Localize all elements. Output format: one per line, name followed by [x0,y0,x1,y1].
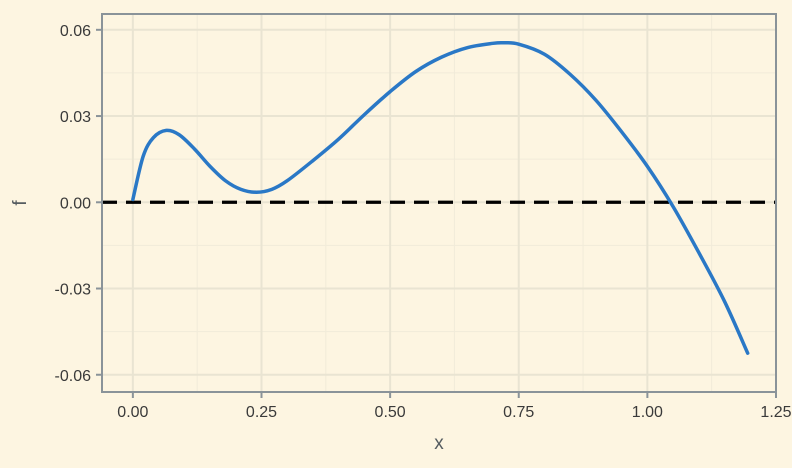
y-axis-title: f [10,200,31,206]
x-tick-label: 0.50 [375,404,406,421]
x-tick-label: 1.25 [760,404,791,421]
series-layer [131,40,750,355]
y-tick-label: 0.06 [60,23,91,40]
x-tick-label: 0.00 [117,404,148,421]
x-tick-label: 0.75 [503,404,534,421]
x-tick-label: 0.25 [246,404,277,421]
y-axis-ticks: -0.06 -0.03 0.00 0.03 0.06 [55,23,102,385]
y-tick-label: 0.03 [60,109,91,126]
y-tick-label: -0.06 [55,368,92,385]
y-tick-label: -0.03 [55,282,92,299]
y-tick-label: 0.00 [60,195,91,212]
series-line [131,40,750,355]
x-axis-ticks: 0.00 0.25 0.50 0.75 1.00 1.25 [117,392,792,421]
x-tick-label: 1.00 [632,404,663,421]
x-axis-title: x [434,433,444,454]
